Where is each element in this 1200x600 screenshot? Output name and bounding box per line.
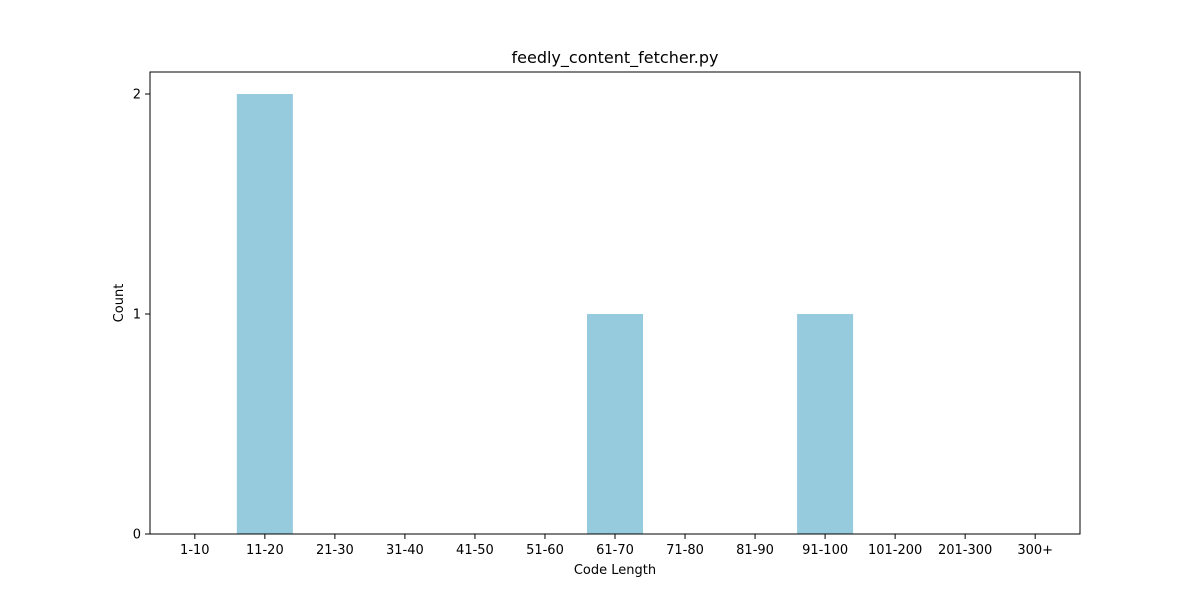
- x-tick-label: 81-90: [736, 543, 774, 558]
- y-axis-label: Count: [112, 284, 127, 323]
- x-tick-label: 201-300: [938, 543, 992, 558]
- x-axis: 1-10 11-20 21-30 31-40 41-50 51-60 61-70 71-80 8…: [180, 534, 1053, 558]
- x-tick-label: 51-60: [526, 543, 564, 558]
- x-tick-label: 61-70: [596, 543, 634, 558]
- x-tick-label: 11-20: [246, 543, 284, 558]
- bar-61-70: [586, 314, 644, 534]
- y-tick-label: 2: [133, 88, 141, 103]
- x-tick-label: 1-10: [180, 543, 210, 558]
- chart-title: feedly_content_fetcher.py: [512, 48, 719, 68]
- bars-group: [236, 94, 854, 534]
- x-tick-label: 31-40: [386, 543, 424, 558]
- x-tick-label: 21-30: [316, 543, 354, 558]
- x-tick-label: 300+: [1017, 543, 1053, 558]
- x-tick-label: 71-80: [666, 543, 704, 558]
- bar-11-20: [236, 94, 293, 534]
- x-tick-label: 41-50: [456, 543, 494, 558]
- x-tick-label: 101-200: [868, 543, 922, 558]
- x-tick-label: 91-100: [802, 543, 848, 558]
- y-tick-label: 0: [133, 528, 141, 543]
- x-axis-label: Code Length: [574, 563, 656, 578]
- y-axis: 0 1 2: [133, 88, 150, 543]
- y-tick-label: 1: [133, 308, 141, 323]
- bar-91-100: [797, 314, 854, 534]
